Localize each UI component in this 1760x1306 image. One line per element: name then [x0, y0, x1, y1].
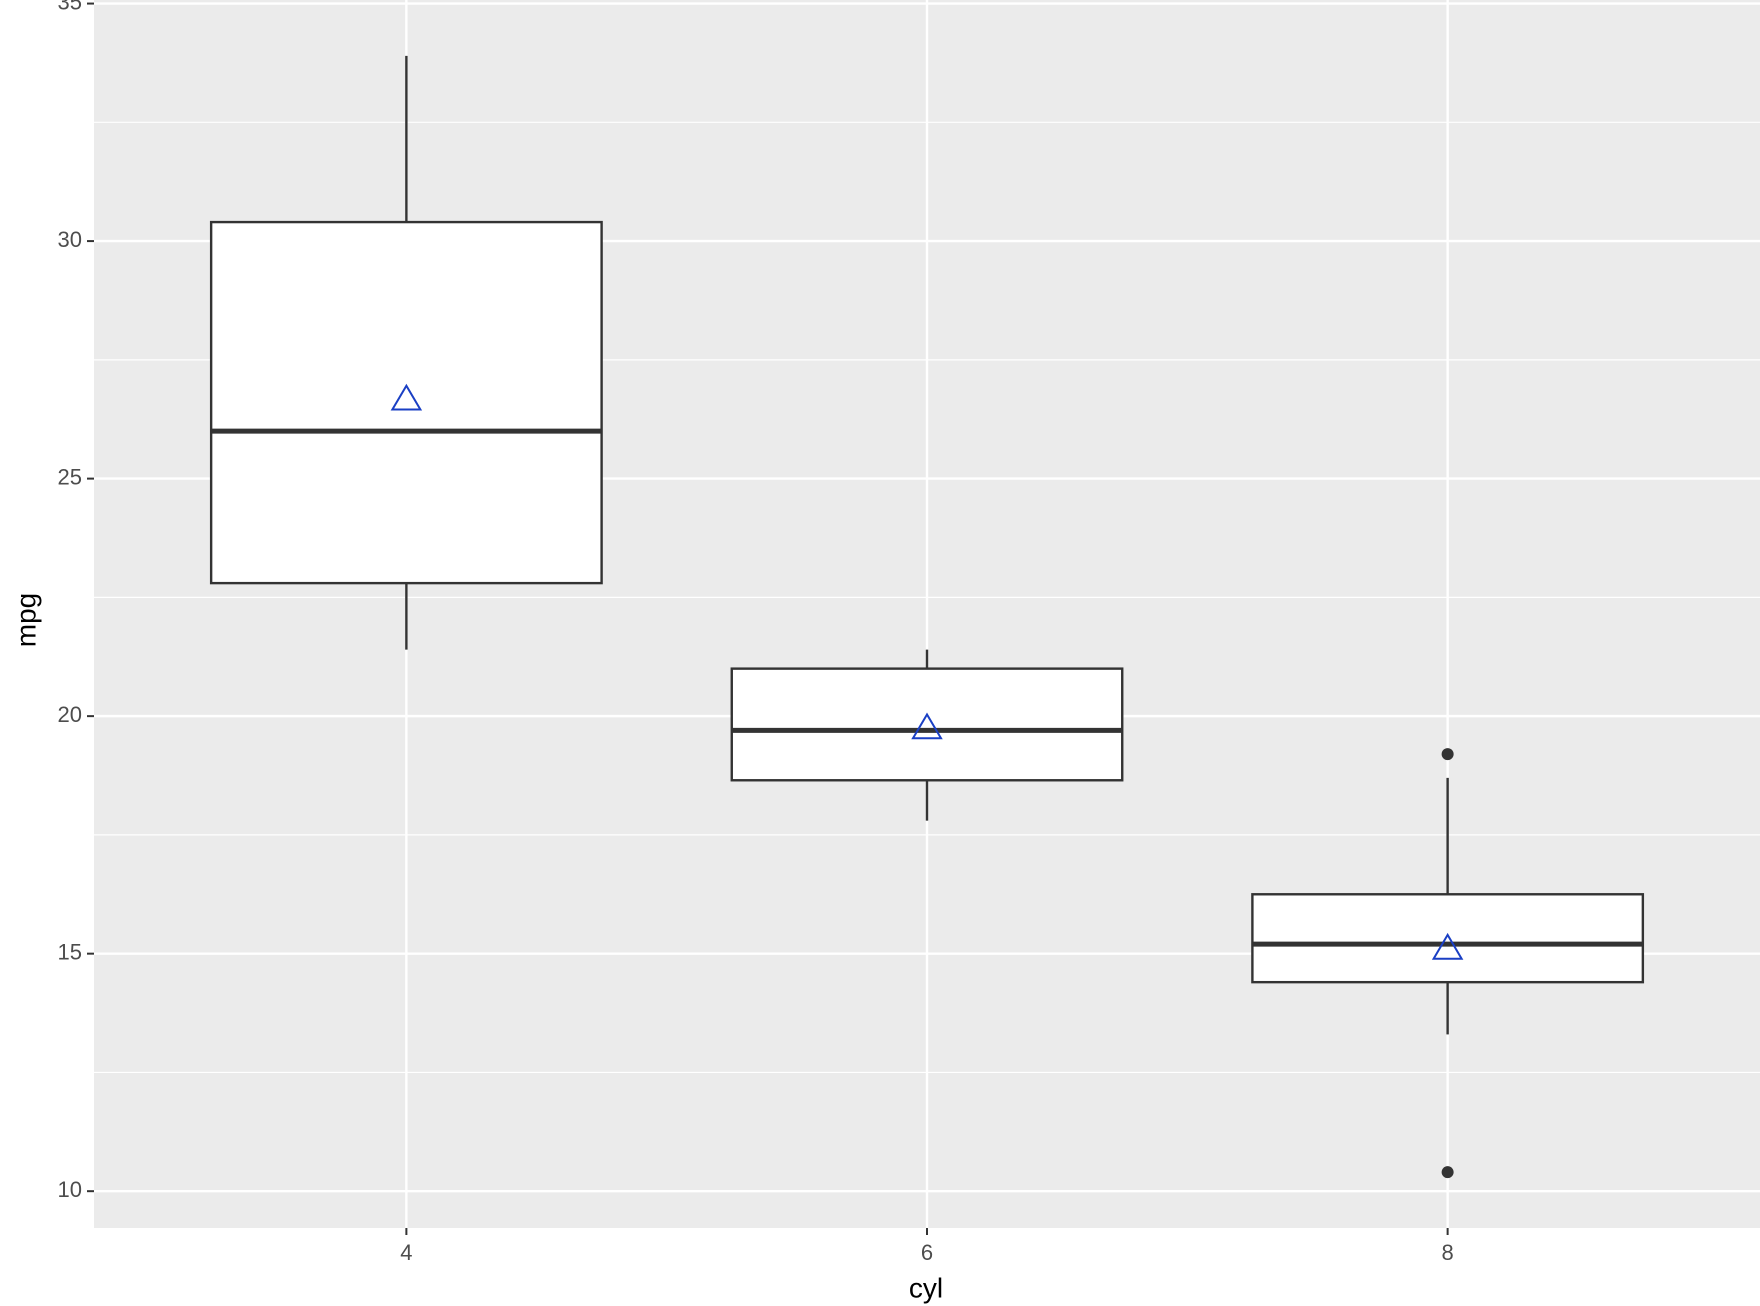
mean: [1431, 932, 1464, 960]
y-tick-label: 10: [58, 1177, 82, 1202]
x-axis-label: cyl: [909, 1272, 943, 1303]
y-tick-label: 20: [58, 702, 82, 727]
mean: [911, 712, 943, 740]
mean: [390, 383, 423, 411]
outlier: [1441, 1166, 1454, 1179]
y-axis-label: mpg: [10, 593, 41, 647]
x-tick-label: 4: [400, 1240, 412, 1265]
box: [1251, 893, 1645, 984]
x-tick-label: 6: [921, 1240, 933, 1265]
y-tick-label: 30: [58, 227, 82, 252]
y-tick-label: 25: [58, 464, 82, 489]
y-tick-label: 35: [58, 0, 82, 14]
box: [730, 667, 1124, 782]
outlier: [1441, 748, 1454, 761]
y-tick-label: 15: [58, 939, 82, 964]
box: [209, 220, 603, 585]
x-tick-label: 8: [1442, 1240, 1454, 1265]
